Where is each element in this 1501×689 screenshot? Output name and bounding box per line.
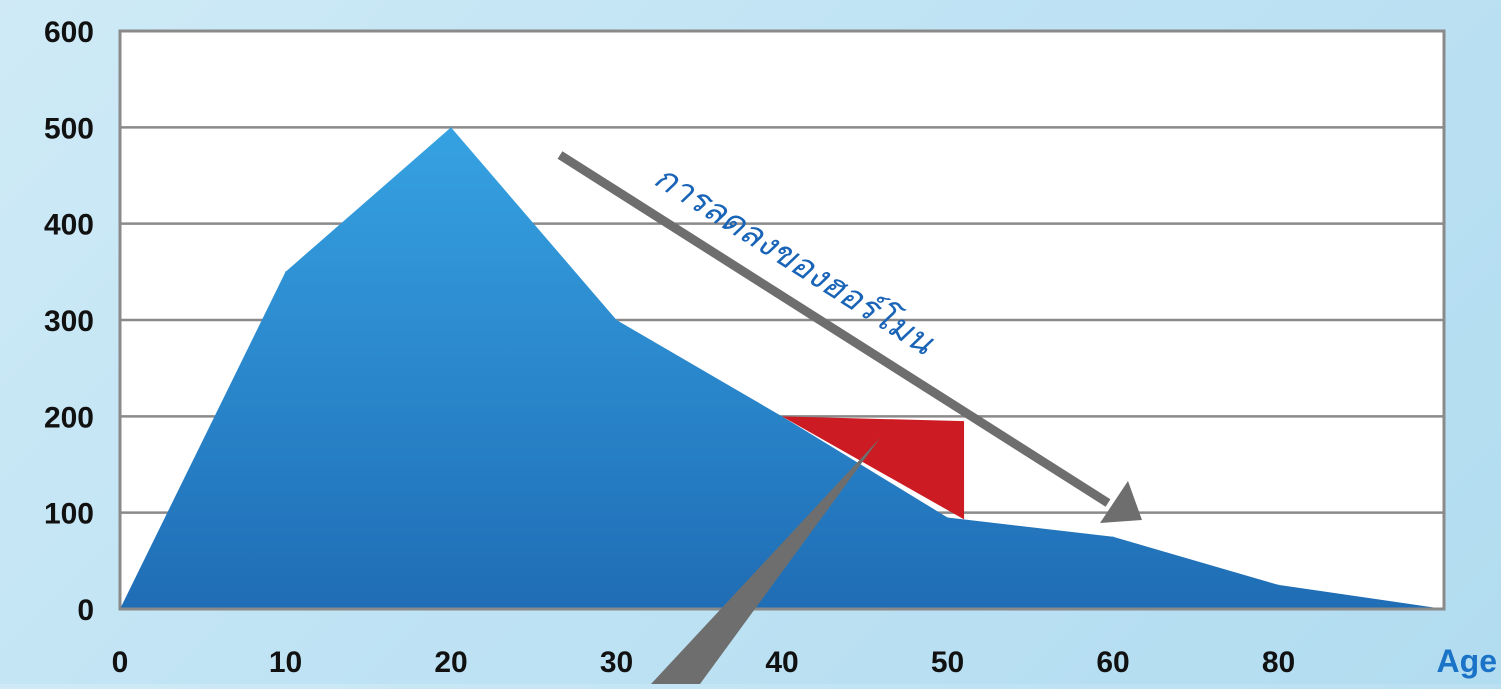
y-tick-label-100: 100 xyxy=(44,498,94,531)
data-point-20 xyxy=(450,126,452,128)
y-tick-label-300: 300 xyxy=(44,305,94,338)
x-tick-label-80: 80 xyxy=(1262,646,1295,679)
y-tick-label-400: 400 xyxy=(44,209,94,242)
data-point-30 xyxy=(616,319,617,321)
data-point-50 xyxy=(947,516,948,518)
x-tick-label-30: 30 xyxy=(600,646,633,679)
pointer-wedge xyxy=(651,438,880,684)
y-tick-label-500: 500 xyxy=(44,112,94,145)
x-tick-label-60: 60 xyxy=(1096,646,1129,679)
highlight-region xyxy=(782,416,965,520)
y-tick-label-200: 200 xyxy=(44,401,94,434)
decline-arrow-shaft xyxy=(557,151,1111,507)
x-tick-label-40: 40 xyxy=(765,646,798,679)
decline-arrow-head xyxy=(1100,481,1142,523)
x-tick-label-20: 20 xyxy=(434,646,467,679)
area-series xyxy=(120,127,1444,609)
data-point-10 xyxy=(285,271,286,273)
data-point-80 xyxy=(1278,584,1279,586)
data-point-60 xyxy=(1112,536,1114,538)
x-tick-label-50: 50 xyxy=(931,646,964,679)
y-tick-label-0: 0 xyxy=(77,594,94,627)
y-tick-label-600: 600 xyxy=(44,16,94,49)
x-tick-label-10: 10 xyxy=(269,646,302,679)
x-axis-title: Age xyxy=(1437,643,1497,679)
x-tick-label-0: 0 xyxy=(112,646,129,679)
